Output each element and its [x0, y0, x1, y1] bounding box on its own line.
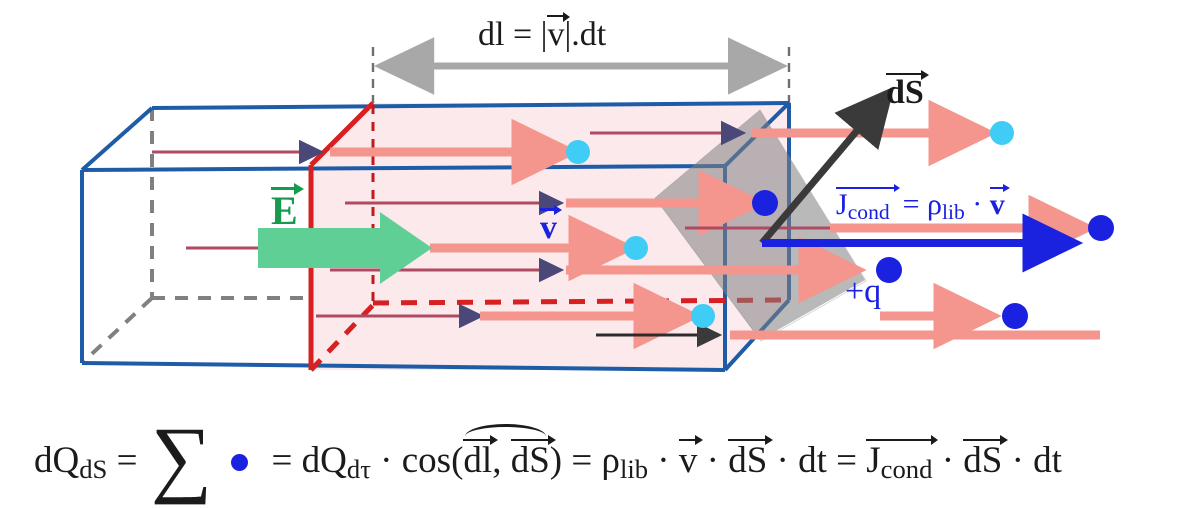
eq-term-dQdtau: dQdτ — [301, 440, 371, 484]
eq-v-vector: v — [678, 434, 704, 479]
Jcond-vector: Jcond — [836, 183, 900, 224]
eq-term-dQdS: dQdS — [34, 440, 108, 484]
E-field-symbol: E — [271, 187, 298, 233]
eq-Jcond-vector: Jcond — [866, 434, 939, 483]
eq-equals-3: = — [571, 440, 593, 481]
charge-dot-cyan — [566, 140, 590, 164]
eq-cdot-5: · — [941, 440, 955, 481]
Jcond-subscript: cond — [847, 199, 890, 224]
charge-dot-blue — [876, 257, 902, 283]
dl-v-magnitude: | v| — [541, 11, 571, 52]
charge-dot-cyan — [691, 304, 715, 328]
dS-vector-arrow — [759, 86, 895, 246]
eq-dS-vector-1: dS — [510, 434, 556, 479]
eq-cdot-2: · — [657, 440, 670, 481]
E-field-label: E — [271, 183, 305, 233]
velocity-symbol: v — [540, 209, 557, 247]
charge-dot-blue — [752, 190, 778, 216]
rho-lib: ρlib — [926, 187, 965, 224]
eq-cos-open: cos( — [401, 440, 464, 481]
eq-dt-2: dt — [1033, 440, 1062, 481]
eq-dt-1: dt — [798, 440, 827, 481]
current-density-equation: Jcond = ρlib · v — [836, 183, 1010, 224]
Jcond-cdot: · — [972, 187, 983, 221]
velocity-label: v — [540, 204, 563, 247]
dimension-guides — [371, 47, 791, 112]
charge-dot-blue — [1002, 303, 1028, 329]
eq-cdot-6: · — [1011, 440, 1024, 481]
eq-dS-vector-2: dS — [728, 434, 774, 479]
E-field-arrow — [258, 212, 432, 284]
eq-cos-close: ) — [549, 440, 563, 481]
wide-hat-icon — [465, 423, 546, 439]
charge-symbol: +q — [845, 273, 882, 310]
eq-equals-2: = — [271, 440, 293, 481]
charge-dot-blue — [1088, 215, 1114, 241]
summation-sign: ∑ — [150, 409, 213, 505]
eq-comma: , — [492, 440, 502, 481]
charge-dot-cyan — [990, 121, 1014, 145]
eq-cdot-3: · — [706, 440, 719, 481]
eq-dl-vector: dl — [463, 434, 499, 479]
dl-dimension-label: dl = | v| .dt — [478, 11, 607, 54]
eq-rho-lib: ρlib — [601, 440, 649, 484]
Jcond-J: J — [836, 187, 848, 221]
eq-dS-vector-3: dS — [963, 434, 1009, 479]
dS-symbol: dS — [886, 74, 924, 112]
eq-cdot-4: · — [776, 440, 789, 481]
eq-equals-4: = — [836, 440, 858, 481]
eq-cdot-1: · — [380, 440, 393, 481]
eq-equals-1: = — [116, 440, 138, 481]
dS-vector-label: dS — [886, 69, 930, 112]
main-equation: dQdS = ∑ = dQdτ · cos( dl, dS ) = ρlib ·… — [34, 400, 1062, 500]
Jcond-equals: = — [902, 187, 920, 221]
dl-label-text: dl — [478, 16, 505, 54]
dl-dt-text: .dt — [571, 16, 607, 54]
eq-angle-group: dl, dS — [463, 423, 556, 481]
charge-dots — [566, 121, 1114, 329]
charge-label: +q — [845, 275, 881, 309]
dl-equals: = — [512, 16, 533, 54]
blue-charge-dot — [231, 453, 249, 471]
charge-dot-cyan — [624, 236, 648, 260]
Jcond-velocity: v — [989, 183, 1010, 220]
